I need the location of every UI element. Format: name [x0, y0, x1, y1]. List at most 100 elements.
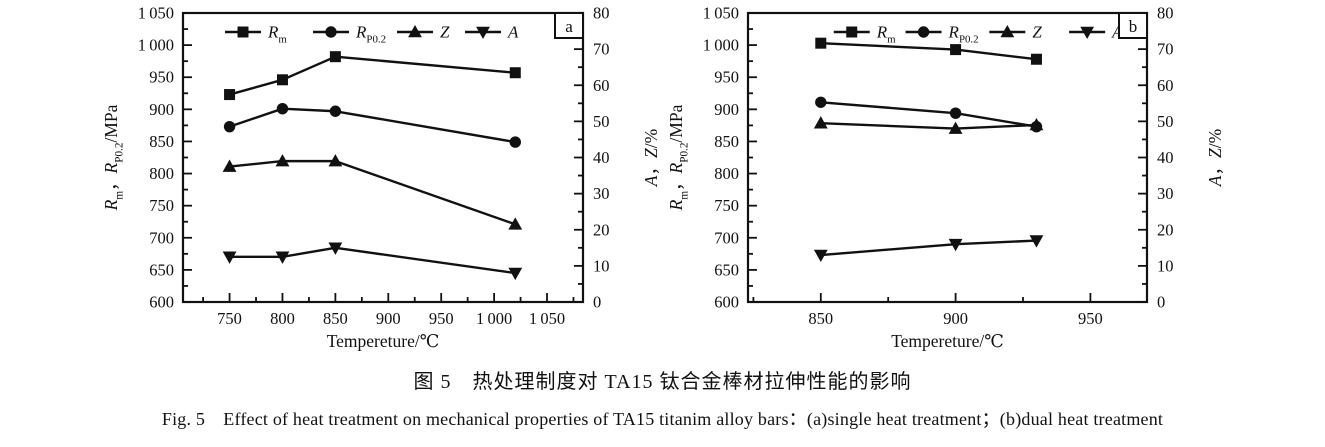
triangle-down-marker: [1080, 26, 1095, 39]
square-marker: [276, 74, 288, 86]
triangle-up-marker: [948, 121, 963, 134]
plot-area: [181, 11, 585, 304]
circle-marker: [325, 26, 337, 38]
legend-item-Rm: Rm: [225, 23, 287, 46]
legend-item-A: A: [465, 23, 519, 42]
series-line: [820, 121, 1037, 130]
caption-chinese: 图 5 热处理制度对 TA15 钛合金棒材拉伸性能的影响: [413, 371, 912, 393]
series-line: [229, 246, 516, 275]
y-left-tick-label: 800: [714, 164, 739, 183]
legend-item-Z: Z: [397, 23, 450, 42]
y-left-tick-label: 700: [714, 228, 739, 247]
legend-label-Rm: Rm: [876, 23, 896, 46]
legend-label-Z: Z: [1032, 23, 1042, 42]
triangle-up-marker: [408, 25, 422, 38]
series-Rm: [815, 37, 1042, 65]
x-axis-title: Tempereture/℃: [327, 331, 440, 351]
square-marker: [329, 51, 341, 63]
triangle-down-marker: [476, 26, 490, 39]
square-marker: [846, 26, 858, 38]
legend-label-RP0.2: RP0.2: [355, 23, 386, 46]
x-tick-label: 950: [1078, 309, 1103, 328]
y-right-tick-label: 40: [593, 148, 610, 167]
series-A: [813, 235, 1044, 263]
series-line: [229, 107, 516, 144]
y-right-tick-label: 20: [1157, 220, 1174, 239]
x-tick-label: 750: [217, 309, 242, 328]
y-left-tick-label: 600: [714, 293, 739, 312]
series-line: [229, 159, 516, 226]
axes-box: [746, 11, 1149, 304]
y-right-tick-label: 30: [1157, 184, 1174, 203]
square-marker: [509, 67, 521, 79]
axis-ticks: [748, 12, 1147, 303]
square-marker: [950, 44, 962, 56]
y-right-tick-label: 70: [1157, 40, 1174, 59]
legend-label-Rm: Rm: [267, 23, 287, 46]
triangle-up-marker: [508, 217, 523, 230]
square-marker: [1030, 53, 1042, 65]
triangle-up-marker: [275, 154, 290, 167]
y-right-tick-label: 50: [1157, 112, 1174, 131]
square-marker: [815, 37, 827, 49]
y-right-tick-label: 80: [1157, 4, 1174, 23]
y-left-tick-label: 650: [714, 260, 739, 279]
triangle-up-marker: [813, 116, 828, 129]
circle-marker: [223, 120, 236, 133]
axis-ticks: [183, 12, 583, 303]
triangle-up-marker: [328, 154, 343, 167]
series-Z: [813, 116, 1044, 134]
y-right-axis-title: A，Z/%: [641, 129, 660, 187]
y-right-tick-label: 10: [1157, 256, 1174, 275]
triangle-up-marker: [222, 159, 237, 172]
series-line: [229, 55, 516, 96]
circle-marker: [276, 102, 289, 115]
x-tick-label: 1 050: [529, 309, 565, 328]
triangle-down-marker: [948, 238, 963, 252]
y-left-tick-label: 900: [714, 100, 739, 119]
y-left-tick-label: 750: [149, 196, 174, 215]
triangle-up-marker: [1000, 25, 1015, 38]
y-left-tick-label: 850: [714, 132, 739, 151]
triangle-down-marker: [275, 251, 290, 264]
legend-item-RP0.2: RP0.2: [905, 23, 979, 46]
charts-row: 600 650 700 750 800 850 900 950 1 000 1 050 0 10 20 3…: [101, 4, 1225, 352]
circle-marker: [815, 96, 827, 108]
y-right-tick-label: 10: [593, 256, 610, 275]
x-axis-title: Tempereture/℃: [891, 331, 1004, 351]
y-right-tick-label: 0: [593, 293, 601, 312]
triangle-down-marker: [328, 242, 343, 255]
y-left-axis-title: Rm，RP0.2/MPa: [666, 104, 690, 211]
legend-item-Z: Z: [989, 23, 1042, 42]
legend: Rm RP0.2 Z A: [833, 23, 1123, 46]
y-left-tick-label: 1 000: [138, 36, 174, 55]
series-line: [820, 239, 1037, 257]
legend-label-A: A: [507, 23, 519, 42]
triangle-down-marker: [222, 251, 237, 264]
circle-marker: [329, 105, 342, 117]
series-A: [222, 242, 523, 281]
legend-label-RP0.2: RP0.2: [948, 23, 979, 46]
y-left-axis-title: Rm，RP0.2/MPa: [101, 104, 125, 211]
x-tick-label: 950: [429, 309, 454, 328]
x-tick-label: 900: [943, 309, 968, 328]
y-left-tick-label: 1 000: [703, 36, 739, 55]
square-marker: [224, 89, 236, 101]
legend-label-Z: Z: [440, 23, 450, 42]
y-right-tick-label: 80: [593, 4, 610, 23]
x-tick-label: 850: [808, 309, 833, 328]
y-left-tick-label: 750: [714, 196, 739, 215]
y-left-tick-label: 850: [149, 132, 174, 151]
y-right-tick-label: 70: [593, 40, 610, 59]
y-left-tick-label: 900: [149, 100, 174, 119]
series-RP0.2: [223, 102, 521, 148]
y-right-tick-label: 40: [1157, 148, 1174, 167]
circle-marker: [949, 107, 962, 119]
y-left-tick-label: 700: [149, 228, 174, 247]
legend-item-Rm: Rm: [833, 23, 896, 46]
tick-labels: 600 650 700 750 800 850 900 950 1 000 1 050 0 10 20 3…: [703, 4, 1174, 329]
y-right-axis-title: A，Z/%: [1205, 129, 1225, 187]
y-right-tick-label: 20: [593, 220, 610, 239]
y-left-tick-label: 950: [714, 68, 739, 87]
